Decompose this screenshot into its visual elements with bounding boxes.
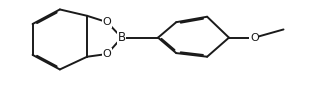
Text: O: O bbox=[103, 49, 111, 59]
Text: B: B bbox=[118, 31, 126, 44]
Text: O: O bbox=[250, 33, 259, 43]
Text: O: O bbox=[103, 17, 111, 27]
